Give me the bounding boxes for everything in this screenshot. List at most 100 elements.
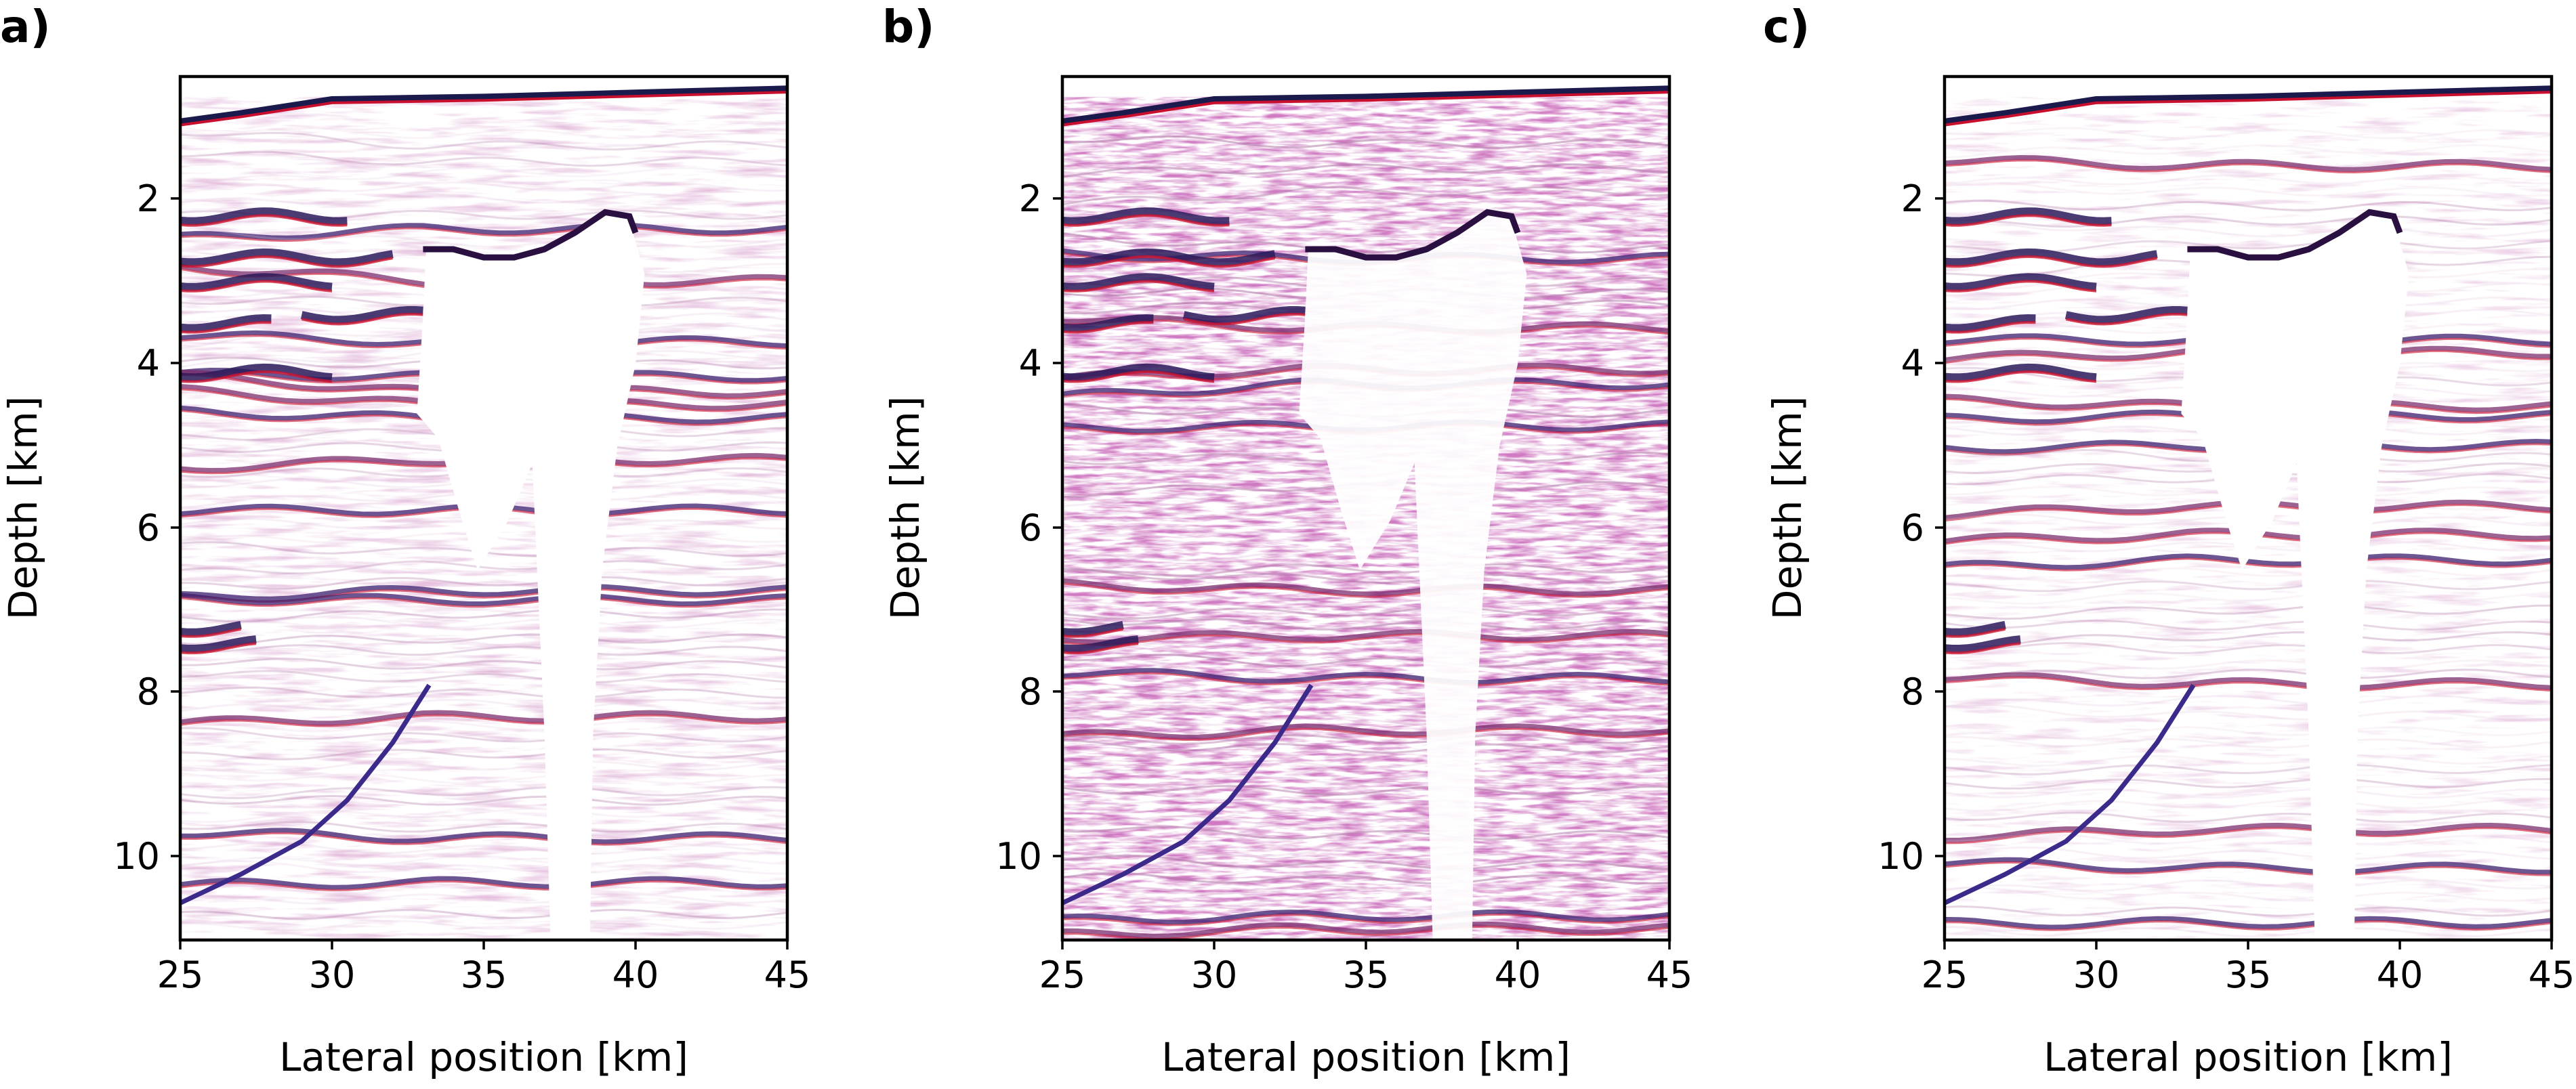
reflector-band — [1062, 641, 1670, 656]
svg-text:30: 30 — [1191, 954, 1238, 996]
reflector-band — [1062, 815, 1670, 828]
reflector-band — [1944, 553, 2552, 570]
y-tick: 4 — [137, 342, 180, 385]
seafloor-reflector — [1062, 85, 1670, 125]
reflector-band — [180, 224, 788, 248]
reflector-band-red — [1944, 159, 2552, 174]
reflector-band — [1062, 921, 1670, 939]
reflector-band — [180, 841, 788, 855]
sediment-package — [1182, 306, 1306, 324]
sediment-package — [1944, 248, 2158, 267]
reflector-band-red — [1944, 861, 2552, 876]
reflector-band — [180, 633, 788, 647]
sediment-package-red — [1944, 280, 2097, 293]
sediment-package-red — [1062, 255, 1275, 268]
panel-c: c) 25 30 35 40 45 Lateral position [km] … — [1763, 1, 2575, 1080]
sediment-package — [1062, 248, 1276, 267]
reflector-band — [1062, 151, 1670, 171]
reflector-band-red — [1062, 633, 1670, 646]
reflector-band — [1062, 186, 1670, 209]
svg-text:8: 8 — [1901, 670, 1924, 713]
reflector-band — [1944, 174, 2552, 186]
reflector-band-red — [180, 832, 788, 846]
panel-label: b) — [882, 1, 934, 53]
y-tick: 2 — [137, 177, 180, 220]
sediment-package-red — [1062, 321, 1154, 334]
sediment-package-red — [1944, 642, 2021, 655]
reflector-band — [180, 821, 788, 833]
svg-text:10: 10 — [995, 835, 1042, 878]
reflector-band — [1062, 826, 1670, 840]
reflector-band — [1062, 733, 1670, 745]
sediment-package-red — [1183, 313, 1306, 326]
reflector-band — [1944, 631, 2552, 648]
reflector-band — [180, 644, 788, 656]
reflector-band — [1944, 788, 2552, 799]
reflector-band — [1062, 898, 1670, 909]
reflector-band — [180, 908, 788, 920]
x-axis: 25 30 35 40 45 Lateral position [km] — [1039, 940, 1693, 1080]
reflector-band-red — [1062, 582, 1670, 598]
sediment-package-red — [1944, 321, 2036, 334]
panel-a: a) 25 30 35 40 45 Lateral position [km] … — [0, 1, 810, 1080]
x-tick: 45 — [2529, 940, 2575, 996]
sediment-package — [180, 314, 272, 333]
svg-text:10: 10 — [113, 835, 160, 878]
sediment-package — [1062, 314, 1154, 333]
y-axis-label: Depth [km] — [1764, 396, 1810, 620]
reflector-band — [180, 167, 788, 188]
reflector-band — [1062, 759, 1670, 773]
reflector-band — [180, 859, 787, 875]
reflector-band — [1062, 186, 1670, 206]
sediment-package — [1944, 635, 2021, 653]
reflector-band — [1062, 714, 1670, 726]
reflector-band — [1062, 232, 1670, 254]
sediment-package — [180, 363, 333, 382]
x-tick: 30 — [1191, 940, 1238, 996]
seafloor-reflector-red — [1062, 91, 1670, 127]
reflector-band — [1944, 735, 2552, 749]
reflector-band-red — [1062, 672, 1670, 687]
sediment-package — [1062, 620, 1124, 637]
reflector-band — [1062, 618, 1670, 631]
reflector-band — [1062, 909, 1670, 925]
reflector-band — [180, 760, 788, 775]
reflector-band — [1944, 811, 2552, 824]
svg-text:2: 2 — [137, 177, 160, 220]
reflector-band-red — [1944, 920, 2552, 931]
sediment-package-red — [180, 255, 393, 268]
sediment-package — [1944, 620, 2006, 637]
y-tick: 6 — [137, 507, 180, 549]
reflector-band — [1944, 695, 2552, 708]
reflector-band — [180, 614, 788, 629]
reflector-band — [1944, 916, 2552, 930]
svg-text:2: 2 — [1019, 177, 1042, 220]
x-axis-label: Lateral position [km] — [2043, 1034, 2453, 1080]
svg-text:25: 25 — [157, 954, 204, 996]
svg-text:25: 25 — [1039, 954, 1086, 996]
x-tick: 30 — [309, 940, 356, 996]
reflector-band — [1062, 596, 1670, 607]
sediment-package — [1062, 273, 1215, 291]
svg-text:6: 6 — [1901, 507, 1924, 549]
reflector-band — [1062, 126, 1670, 140]
reflector-band — [1944, 580, 2552, 593]
reflector-band — [180, 131, 788, 151]
svg-text:4: 4 — [1019, 342, 1042, 385]
sediment-package-red — [1062, 280, 1215, 293]
svg-text:4: 4 — [1901, 342, 1924, 385]
reflector-band — [1062, 176, 1670, 188]
reflector-band — [1062, 740, 1670, 754]
reflector-band — [180, 150, 788, 167]
y-axis: 2 4 6 8 10 Depth [km] — [882, 177, 1062, 878]
reflector-band — [1944, 182, 2552, 197]
reflector-band — [1944, 127, 2552, 140]
sediment-package-red — [180, 321, 272, 334]
reflector-band — [1062, 846, 1670, 860]
reflector-band — [180, 658, 788, 670]
y-tick: 6 — [1019, 507, 1062, 549]
svg-text:30: 30 — [309, 954, 356, 996]
reflector-band — [1944, 659, 2552, 670]
svg-text:45: 45 — [1646, 954, 1693, 996]
salt-top-reflector — [2187, 209, 2403, 261]
